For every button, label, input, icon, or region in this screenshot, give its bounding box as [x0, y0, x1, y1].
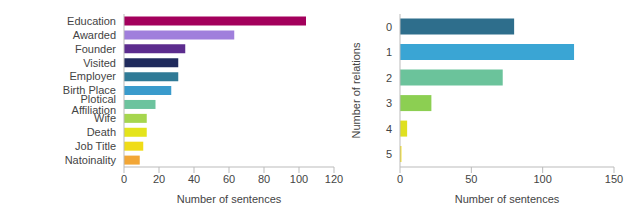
- svg-text:Education: Education: [67, 15, 116, 27]
- svg-text:100: 100: [533, 173, 551, 185]
- svg-text:1: 1: [386, 46, 392, 58]
- svg-text:4: 4: [386, 123, 392, 135]
- svg-text:Founder: Founder: [75, 43, 116, 55]
- svg-text:120: 120: [325, 173, 343, 185]
- svg-text:3: 3: [386, 97, 392, 109]
- svg-text:5: 5: [386, 148, 392, 160]
- svg-text:Awarded: Awarded: [73, 29, 116, 41]
- svg-text:Employer: Employer: [70, 70, 117, 82]
- svg-text:Number of sentences: Number of sentences: [455, 193, 560, 205]
- svg-text:0: 0: [121, 173, 127, 185]
- svg-text:Death: Death: [87, 126, 116, 138]
- svg-text:20: 20: [153, 173, 165, 185]
- svg-text:2: 2: [386, 72, 392, 84]
- svg-text:60: 60: [223, 173, 235, 185]
- svg-text:Natoinality: Natoinality: [65, 154, 117, 166]
- svg-text:50: 50: [465, 173, 477, 185]
- svg-text:150: 150: [605, 173, 623, 185]
- svg-text:Visited: Visited: [83, 57, 116, 69]
- svg-text:100: 100: [290, 173, 308, 185]
- svg-text:0: 0: [386, 21, 392, 33]
- svg-text:Number of sentences: Number of sentences: [177, 193, 282, 205]
- svg-text:40: 40: [188, 173, 200, 185]
- svg-text:0: 0: [397, 173, 403, 185]
- svg-text:80: 80: [258, 173, 270, 185]
- svg-text:Wife: Wife: [94, 112, 116, 124]
- svg-text:Job Title: Job Title: [75, 140, 116, 152]
- svg-text:Number of relations: Number of relations: [350, 42, 362, 138]
